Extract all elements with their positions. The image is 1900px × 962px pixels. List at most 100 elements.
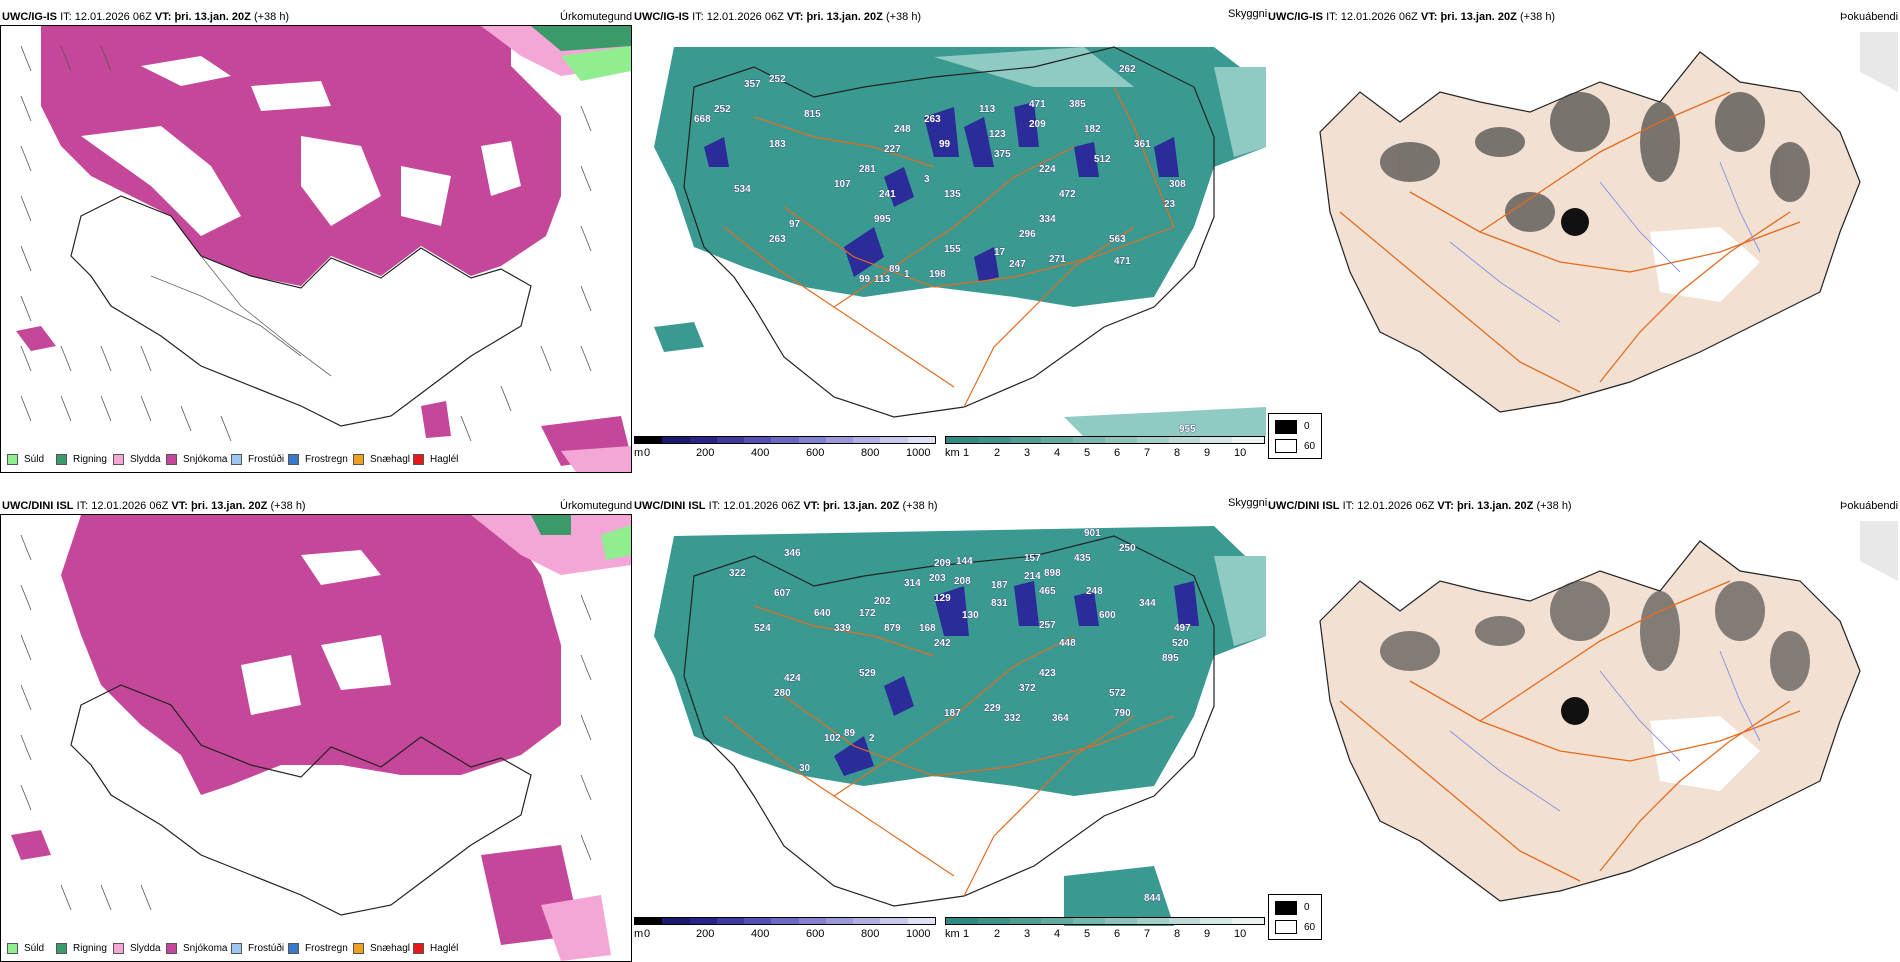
hbar-seg [771, 918, 799, 924]
precip-type-map[interactable]: Súld Rigning Slydda Snjókoma Frostúði Fr… [0, 25, 632, 473]
svg-text:472: 472 [1059, 189, 1076, 200]
vbar-tick: 1 [963, 447, 970, 459]
visibility-colorbar [945, 917, 1265, 925]
svg-text:262: 262 [1119, 64, 1136, 75]
svg-text:144: 144 [956, 556, 973, 567]
hbar-tick: 600 [806, 928, 825, 940]
svg-text:89: 89 [844, 728, 856, 739]
svg-text:203: 203 [929, 573, 946, 584]
svg-text:30: 30 [799, 763, 811, 774]
legend-snjokoma: Snjókoma [166, 454, 227, 465]
coastline [70, 195, 532, 427]
svg-text:534: 534 [734, 184, 751, 195]
svg-text:790: 790 [1114, 708, 1131, 719]
vbar-seg [1104, 918, 1137, 924]
visibility-map[interactable]: 252 357 252 668 815 183 534 97 263 99 11… [634, 27, 1266, 437]
svg-text:471: 471 [1114, 256, 1131, 267]
vbar-tick: 3 [1024, 447, 1031, 459]
precip-type-map[interactable]: Súld Rigning Slydda Snjókoma Frostúði Fr… [0, 514, 632, 962]
wind-barbs [20, 45, 592, 442]
vbar-seg [977, 437, 1010, 443]
model-label: UWC/IG-IS [2, 11, 57, 23]
legend-swatch-frostudi [231, 454, 242, 465]
svg-text:471: 471 [1029, 99, 1046, 110]
hbar-tick: 0 [644, 447, 651, 459]
legend-frostregn: Frostregn [288, 943, 348, 954]
svg-text:668: 668 [694, 114, 711, 125]
hbar-seg [689, 918, 717, 924]
vis-panel-title: Skyggni [1228, 497, 1268, 509]
svg-text:155: 155 [944, 244, 961, 255]
height-colorbar [634, 436, 936, 444]
svg-text:497: 497 [1174, 623, 1191, 634]
legend-slydda: Slydda [113, 943, 161, 954]
svg-text:512: 512 [1094, 154, 1111, 165]
svg-text:529: 529 [859, 668, 876, 679]
svg-text:339: 339 [834, 623, 851, 634]
svg-text:844: 844 [1144, 893, 1161, 904]
legend-swatch-rigning [56, 454, 67, 465]
svg-text:202: 202 [874, 596, 891, 607]
svg-text:135: 135 [944, 189, 961, 200]
hbar-seg [662, 437, 690, 443]
vbar-tick: 2 [994, 928, 1001, 940]
vbar-tick: 8 [1174, 447, 1181, 459]
hbar-seg [880, 437, 908, 443]
svg-text:209: 209 [1029, 119, 1046, 130]
fog-legend: 0 60 [1268, 413, 1322, 459]
svg-text:465: 465 [1039, 586, 1056, 597]
svg-text:524: 524 [754, 623, 771, 634]
legend-swatch-haglel [413, 454, 424, 465]
hbar-seg [853, 437, 881, 443]
fog-swatch-60 [1275, 920, 1297, 934]
svg-text:102: 102 [824, 733, 841, 744]
vbar-tick: 4 [1054, 447, 1061, 459]
forecast-row-igis: UWC/IG-IS IT: 12.01.2026 06Z VT: þri. 13… [0, 8, 1900, 480]
hbar-seg [635, 918, 663, 924]
svg-text:296: 296 [1019, 229, 1036, 240]
vbar-tick: 10 [1234, 447, 1247, 459]
hbar-seg [907, 437, 935, 443]
hbar-seg [907, 918, 935, 924]
vbar-tick: 9 [1204, 928, 1211, 940]
hbar-tick: 800 [861, 447, 880, 459]
hbar-tick: 800 [861, 928, 880, 940]
legend-swatch-frostregn [288, 943, 299, 954]
svg-text:97: 97 [789, 219, 801, 230]
visibility-map[interactable]: 346 322 607 524 424 280 30 102 89 2 529 … [634, 516, 1266, 926]
vbar-tick: 9 [1204, 447, 1211, 459]
legend-snaehagl: Snæhagl [353, 454, 410, 465]
svg-text:572: 572 [1109, 688, 1126, 699]
legend-sild: Súld [7, 454, 44, 465]
legend-rigning: Rigning [56, 454, 107, 465]
fog-legend: 0 60 [1268, 894, 1322, 940]
svg-text:214: 214 [1024, 571, 1041, 582]
legend-swatch-frostregn [288, 454, 299, 465]
fog-label-60: 60 [1304, 922, 1316, 933]
vbar-seg [946, 918, 978, 924]
vbar-seg [1009, 918, 1042, 924]
svg-text:372: 372 [1019, 683, 1036, 694]
svg-text:898: 898 [1044, 568, 1061, 579]
svg-text:344: 344 [1139, 598, 1156, 609]
svg-text:242: 242 [934, 638, 951, 649]
fog-map[interactable] [1300, 521, 1898, 921]
legend-swatch-slydda [113, 454, 124, 465]
legend-snaehagl: Snæhagl [353, 943, 410, 954]
fog-map[interactable] [1300, 32, 1898, 432]
svg-text:172: 172 [859, 608, 876, 619]
vbar-seg [1232, 437, 1264, 443]
vbar-seg [1073, 437, 1105, 443]
svg-text:229: 229 [984, 703, 1001, 714]
svg-text:815: 815 [804, 109, 821, 120]
svg-text:955: 955 [1179, 424, 1196, 435]
vbar-tick: 8 [1174, 928, 1181, 940]
precip-panel-header: UWC/IG-IS IT: 12.01.2026 06Z VT: þri. 13… [2, 11, 289, 23]
svg-text:250: 250 [1119, 543, 1136, 554]
svg-text:332: 332 [1004, 713, 1021, 724]
svg-text:281: 281 [859, 164, 876, 175]
vbar-tick: 1 [963, 928, 970, 940]
svg-text:130: 130 [962, 610, 979, 621]
legend-swatch-snjokoma [166, 943, 177, 954]
vbar-seg [1168, 437, 1201, 443]
